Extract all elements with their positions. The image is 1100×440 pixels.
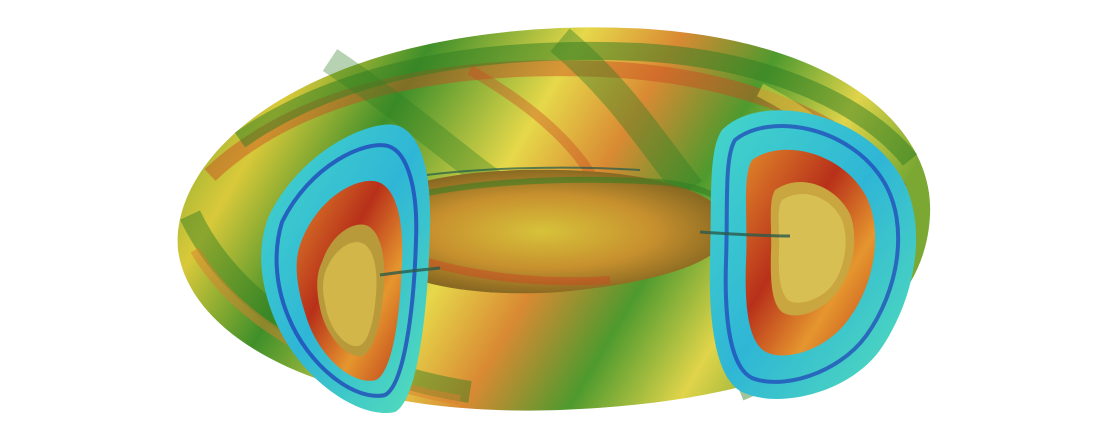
right-cross-section	[709, 110, 917, 399]
torus-seam-lines	[379, 230, 791, 277]
left-cross-section	[261, 124, 431, 414]
